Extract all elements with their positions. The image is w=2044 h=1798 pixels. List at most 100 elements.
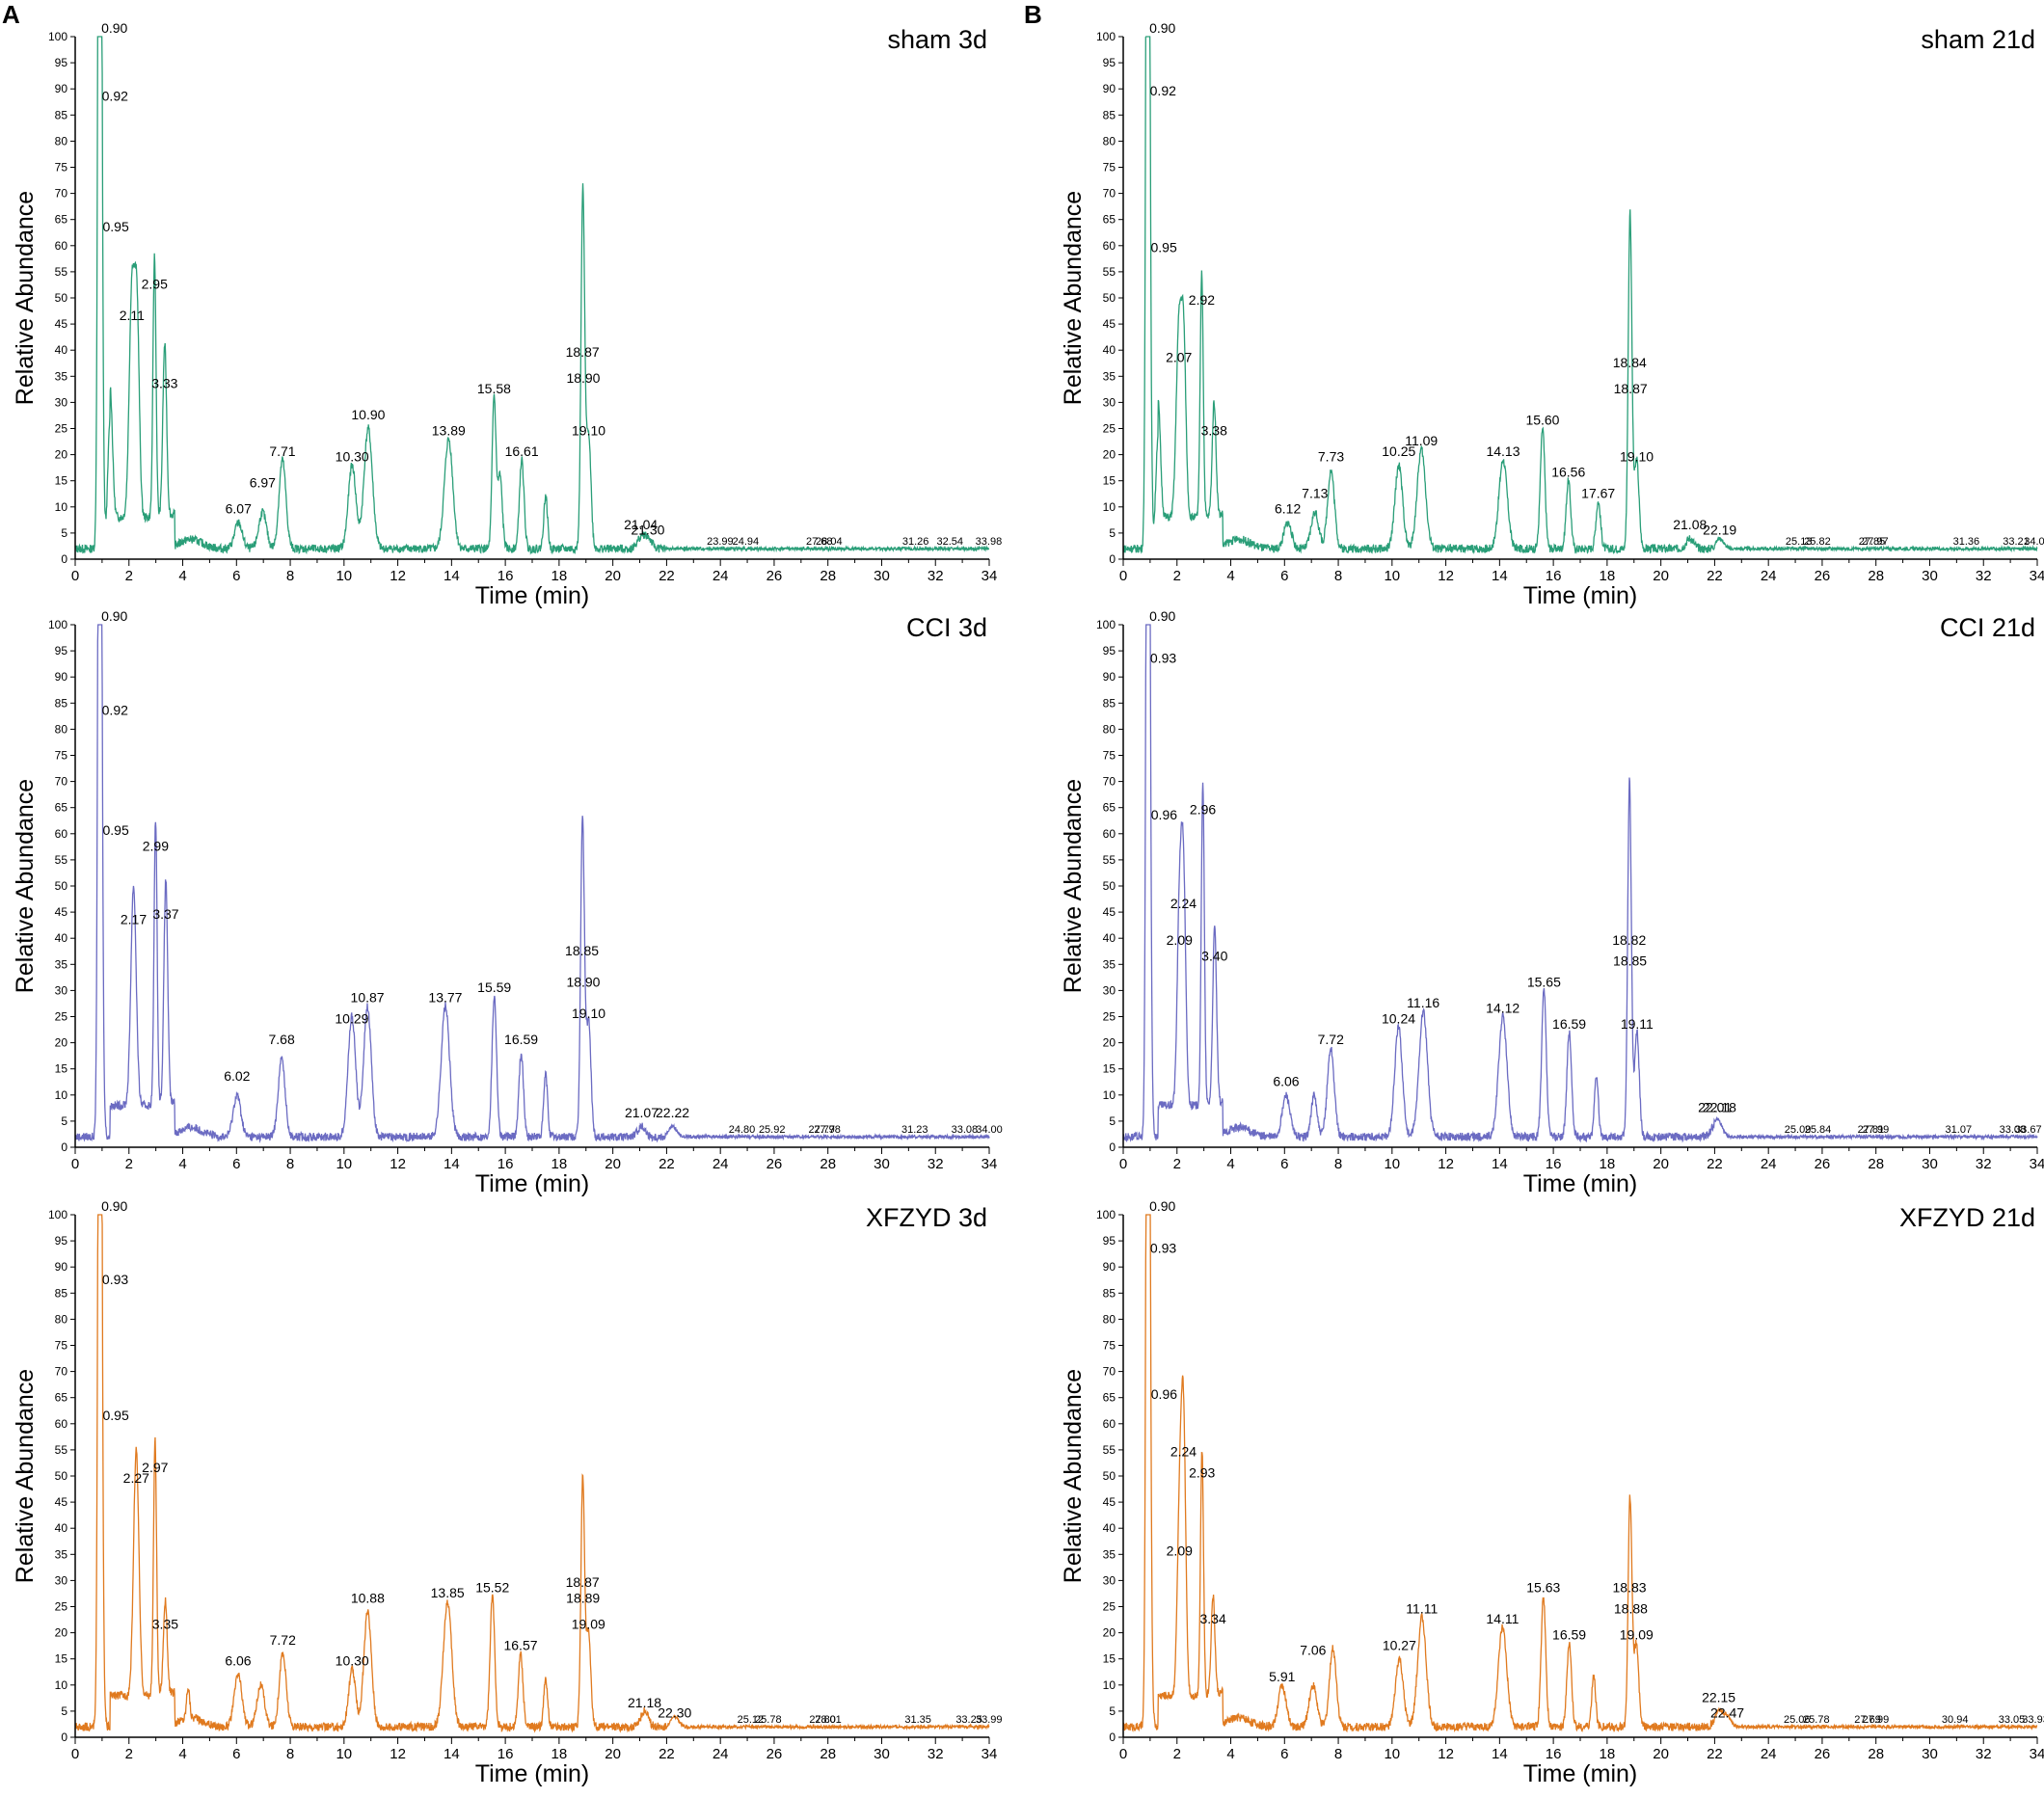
peak-label: 0.93 (1150, 1240, 1176, 1255)
y-tick-label: 40 (55, 931, 68, 945)
x-tick-label: 2 (125, 568, 133, 584)
y-tick-label: 85 (1103, 696, 1116, 710)
peak-label: 18.90 (566, 974, 600, 989)
x-axis-label: Time (min) (1523, 1760, 1638, 1787)
y-tick-label: 20 (1103, 448, 1116, 462)
x-tick-label: 24 (713, 568, 729, 584)
peak-label: 27.97 (1862, 536, 1889, 548)
y-tick-label: 5 (61, 526, 67, 540)
peak-label: 0.95 (102, 1408, 128, 1423)
x-tick-label: 24 (1761, 568, 1777, 584)
y-tick-label: 35 (1103, 1547, 1116, 1561)
peak-label: 27.68 (806, 536, 833, 548)
y-tick-label: 85 (55, 108, 68, 121)
x-tick-label: 10 (1384, 1156, 1400, 1172)
peak-label: 31.07 (1946, 1124, 1973, 1136)
peak-label: 10.87 (351, 990, 385, 1006)
chart-2: 0510152025303540455055606570758085909510… (1060, 20, 2044, 609)
y-tick-label: 70 (1103, 1365, 1116, 1379)
peak-label: 25.78 (755, 1714, 782, 1726)
peak-label: 33.99 (976, 1714, 1003, 1726)
peak-label: 25.13 (1786, 536, 1813, 548)
y-tick-label: 15 (1103, 1062, 1116, 1076)
y-tick-label: 65 (1103, 1391, 1116, 1405)
x-tick-label: 6 (232, 1156, 240, 1172)
peak-label: 10.24 (1382, 1010, 1415, 1026)
peak-label: 19.09 (572, 1617, 605, 1632)
x-tick-label: 14 (1492, 1746, 1508, 1762)
chart-3: 0510152025303540455055606570758085909510… (12, 608, 1003, 1197)
y-tick-label: 35 (1103, 957, 1116, 971)
peak-label: 28.04 (816, 536, 843, 548)
chromatogram-trace (74, 624, 990, 1143)
x-tick-label: 14 (444, 1746, 460, 1762)
x-tick-label: 30 (874, 1746, 890, 1762)
x-tick-label: 0 (1119, 568, 1127, 584)
y-tick-label: 90 (1103, 1260, 1116, 1274)
x-tick-label: 30 (1922, 1746, 1938, 1762)
y-axis-label: Relative Abundance (1060, 1369, 1087, 1583)
y-tick-label: 50 (1103, 1469, 1116, 1483)
y-tick-label: 95 (1103, 644, 1116, 657)
peak-label: 16.59 (1552, 1626, 1586, 1642)
peak-label: 0.95 (102, 219, 128, 234)
x-tick-label: 2 (1173, 1156, 1181, 1172)
x-tick-label: 2 (125, 1156, 133, 1172)
peak-label: 27.69 (1854, 1714, 1881, 1726)
y-tick-label: 65 (1103, 801, 1116, 815)
peak-label: 33.05 (1999, 1714, 2026, 1726)
y-tick-label: 80 (55, 722, 68, 736)
y-tick-label: 20 (55, 1626, 68, 1640)
chart-title: sham 21d (1921, 25, 2035, 54)
y-tick-label: 0 (1109, 1141, 1116, 1154)
x-tick-label: 0 (71, 1746, 79, 1762)
peak-label: 14.12 (1486, 1001, 1520, 1016)
x-tick-label: 32 (928, 1156, 944, 1172)
y-tick-label: 75 (1103, 161, 1116, 174)
x-tick-label: 18 (551, 568, 568, 584)
peak-label: 18.87 (566, 1574, 600, 1590)
peak-label: 10.30 (336, 448, 369, 464)
x-tick-label: 20 (605, 1156, 621, 1172)
peak-label: 0.92 (102, 703, 128, 718)
y-tick-label: 95 (55, 644, 68, 657)
peak-label: 21.08 (1673, 517, 1707, 532)
peak-label: 3.34 (1200, 1611, 1226, 1626)
y-tick-label: 25 (1103, 1600, 1116, 1614)
y-tick-label: 50 (55, 879, 68, 893)
chromatogram-trace (74, 1214, 990, 1733)
y-tick-label: 30 (55, 395, 68, 409)
chart-title: CCI 21d (1940, 613, 2035, 642)
x-tick-label: 4 (178, 568, 186, 584)
x-tick-label: 16 (1546, 1156, 1562, 1172)
y-tick-label: 0 (1109, 1731, 1116, 1744)
y-tick-label: 5 (61, 1704, 67, 1718)
peak-label: 0.96 (1151, 807, 1177, 822)
x-tick-label: 8 (1334, 1156, 1342, 1172)
peak-label: 7.72 (270, 1632, 296, 1648)
y-tick-label: 40 (1103, 1521, 1116, 1535)
peak-label: 2.95 (142, 277, 168, 292)
x-tick-label: 28 (820, 1746, 836, 1762)
x-tick-label: 34 (2030, 1156, 2044, 1172)
peak-label: 13.89 (432, 422, 466, 438)
x-tick-label: 26 (766, 1746, 783, 1762)
x-tick-label: 20 (1653, 568, 1669, 584)
y-tick-label: 70 (1103, 775, 1116, 789)
y-tick-label: 10 (1103, 500, 1116, 514)
peak-label: 18.83 (1613, 1580, 1647, 1596)
peak-label: 21.18 (628, 1695, 661, 1710)
peak-label: 7.13 (1302, 485, 1328, 500)
peak-label: 18.87 (1614, 381, 1648, 396)
peak-label: 27.81 (1858, 1124, 1885, 1136)
x-tick-label: 8 (286, 568, 294, 584)
peak-label: 18.87 (566, 344, 600, 360)
x-tick-label: 28 (1868, 568, 1884, 584)
y-tick-label: 45 (55, 1495, 68, 1509)
peak-label: 2.09 (1167, 932, 1193, 948)
y-tick-label: 95 (55, 1234, 68, 1248)
x-tick-label: 20 (1653, 1746, 1669, 1762)
peak-label: 25.84 (1805, 1124, 1832, 1136)
x-tick-label: 22 (659, 1156, 675, 1172)
